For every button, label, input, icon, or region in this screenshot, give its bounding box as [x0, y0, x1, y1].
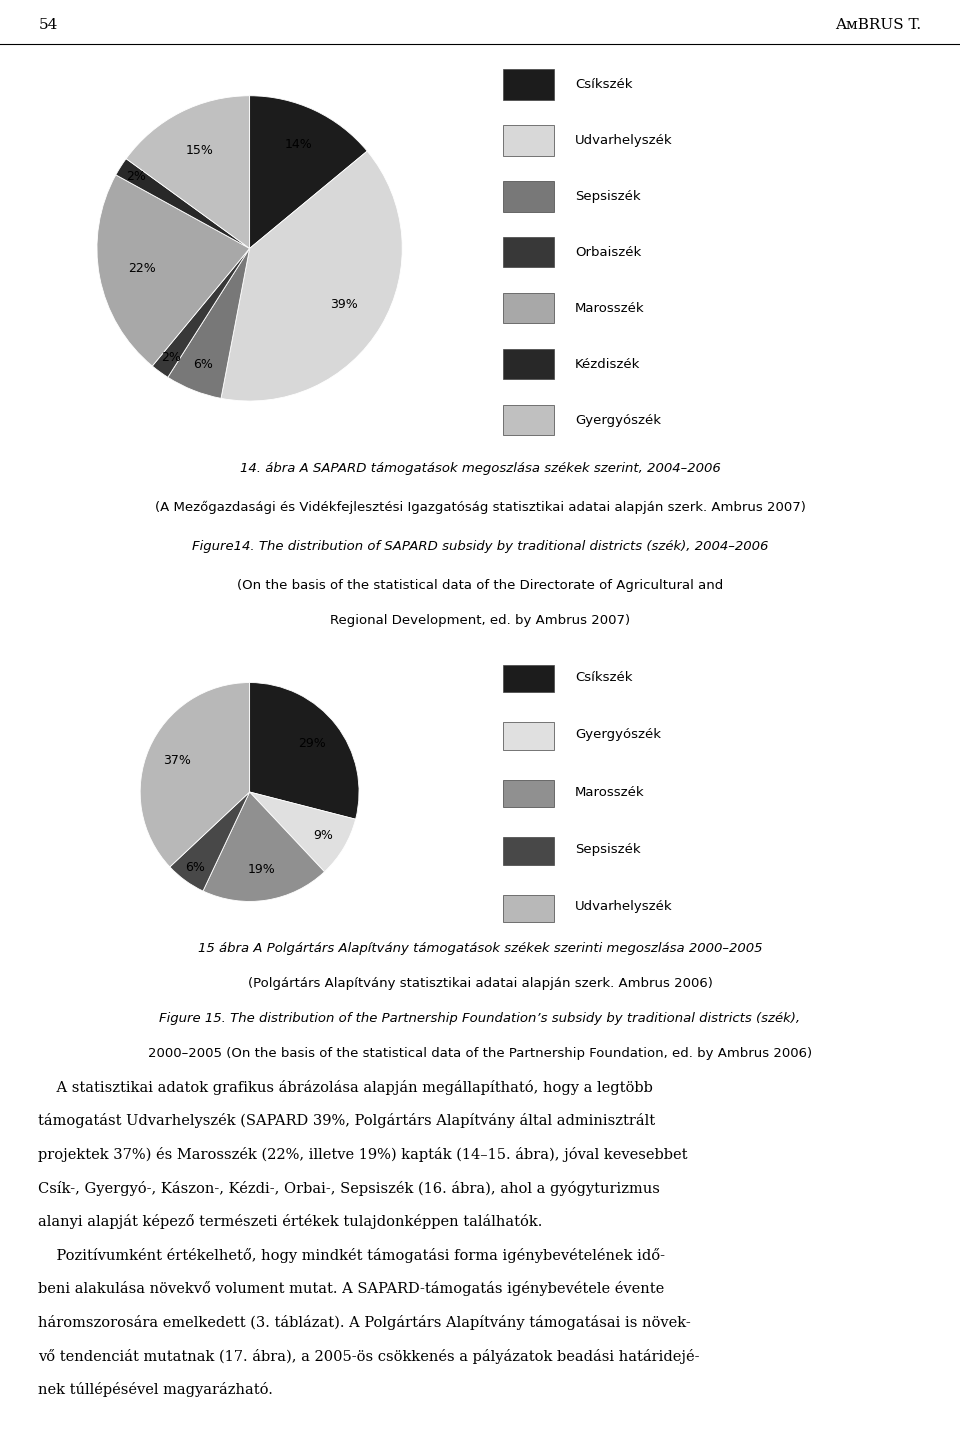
Text: Kézdiszék: Kézdiszék	[575, 357, 640, 370]
Text: 14. ábra A SAPARD támogatások megoszlása székek szerint, 2004–2006: 14. ábra A SAPARD támogatások megoszlása…	[240, 462, 720, 475]
FancyBboxPatch shape	[503, 125, 554, 156]
Text: Orbaiszék: Orbaiszék	[575, 246, 641, 259]
Text: Pozitívumként értékelhető, hogy mindkét támogatási forma igénybevételének idő-: Pozitívumként értékelhető, hogy mindkét …	[38, 1248, 665, 1263]
Text: Csíkszék: Csíkszék	[575, 78, 633, 91]
Text: Marosszék: Marosszék	[575, 302, 645, 315]
Text: A statisztikai adatok grafikus ábrázolása alapján megállapítható, hogy a legtöbb: A statisztikai adatok grafikus ábrázolás…	[38, 1080, 653, 1094]
FancyBboxPatch shape	[503, 837, 554, 864]
Wedge shape	[221, 151, 402, 400]
Text: beni alakulása növekvő volument mutat. A SAPARD-támogatás igénybevétele évente: beni alakulása növekvő volument mutat. A…	[38, 1282, 664, 1296]
Wedge shape	[170, 792, 250, 891]
Text: projektek 37%) és Marosszék (22%, illetve 19%) kapták (14–15. ábra), jóval keves: projektek 37%) és Marosszék (22%, illetv…	[38, 1148, 688, 1162]
Text: (A Mezőgazdasági és Vidékfejlesztési Igazgatóság statisztikai adatai alapján sze: (A Mezőgazdasági és Vidékfejlesztési Iga…	[155, 501, 805, 514]
FancyBboxPatch shape	[503, 292, 554, 324]
Text: vő tendenciát mutatnak (17. ábra), a 2005-ös csökkenés a pályázatok beadási hatá: vő tendenciát mutatnak (17. ábra), a 200…	[38, 1349, 700, 1364]
Text: 9%: 9%	[313, 829, 333, 842]
Text: Figure14. The distribution of SAPARD subsidy by traditional districts (szék), 20: Figure14. The distribution of SAPARD sub…	[192, 540, 768, 553]
Text: 2%: 2%	[127, 170, 146, 183]
Wedge shape	[116, 158, 250, 248]
Wedge shape	[203, 792, 324, 901]
FancyBboxPatch shape	[503, 181, 554, 212]
Text: 29%: 29%	[298, 737, 325, 750]
Text: (On the basis of the statistical data of the Directorate of Agricultural and: (On the basis of the statistical data of…	[237, 579, 723, 592]
Wedge shape	[153, 248, 250, 377]
Wedge shape	[97, 174, 250, 366]
Text: Gyergyószék: Gyergyószék	[575, 413, 661, 426]
Text: Marosszék: Marosszék	[575, 785, 645, 799]
Wedge shape	[250, 792, 355, 871]
Text: Sepsiszék: Sepsiszék	[575, 842, 641, 855]
Text: 6%: 6%	[194, 359, 213, 372]
Text: (Polgártárs Alapítvány statisztikai adatai alapján szerk. Ambrus 2006): (Polgártárs Alapítvány statisztikai adat…	[248, 978, 712, 991]
Text: támogatást Udvarhelyszék (SAPARD 39%, Polgártárs Alapítvány által adminisztrált: támogatást Udvarhelyszék (SAPARD 39%, Po…	[38, 1113, 656, 1129]
FancyBboxPatch shape	[503, 69, 554, 99]
FancyBboxPatch shape	[503, 779, 554, 806]
Text: 54: 54	[38, 19, 58, 32]
Text: 15%: 15%	[186, 144, 214, 157]
Text: 22%: 22%	[128, 262, 156, 275]
Text: Csík-, Gyergyó-, Kászon-, Kézdi-, Orbai-, Sepsiszék (16. ábra), ahol a gyógyturi: Csík-, Gyergyó-, Kászon-, Kézdi-, Orbai-…	[38, 1181, 660, 1195]
Wedge shape	[250, 96, 368, 248]
FancyBboxPatch shape	[503, 723, 554, 750]
Text: AᴍBRUS T.: AᴍBRUS T.	[835, 19, 922, 32]
Text: 39%: 39%	[330, 298, 358, 311]
FancyBboxPatch shape	[503, 405, 554, 435]
Text: 2000–2005 (On the basis of the statistical data of the Partnership Foundation, e: 2000–2005 (On the basis of the statistic…	[148, 1047, 812, 1060]
Text: Gyergyószék: Gyergyószék	[575, 729, 661, 742]
FancyBboxPatch shape	[503, 894, 554, 922]
Text: 14%: 14%	[284, 138, 312, 151]
Text: Udvarhelyszék: Udvarhelyszék	[575, 900, 673, 913]
Text: alanyi alapját képező természeti értékek tulajdonképpen találhatók.: alanyi alapját képező természeti értékek…	[38, 1214, 542, 1230]
Text: 15 ábra A Polgártárs Alapítvány támogatások székek szerinti megoszlása 2000–2005: 15 ábra A Polgártárs Alapítvány támogatá…	[198, 943, 762, 956]
Text: nek túllépésével magyarázható.: nek túllépésével magyarázható.	[38, 1382, 274, 1397]
Text: 37%: 37%	[163, 755, 191, 768]
Text: Regional Development, ed. by Ambrus 2007): Regional Development, ed. by Ambrus 2007…	[330, 613, 630, 626]
FancyBboxPatch shape	[503, 665, 554, 693]
Text: háromszorosára emelkedett (3. táblázat). A Polgártárs Alapítvány támogatásai is : háromszorosára emelkedett (3. táblázat).…	[38, 1315, 691, 1331]
Text: Csíkszék: Csíkszék	[575, 671, 633, 684]
Wedge shape	[140, 683, 250, 867]
Text: 2%: 2%	[160, 350, 180, 363]
Text: 6%: 6%	[185, 861, 204, 874]
Text: Figure 15. The distribution of the Partnership Foundation’s subsidy by tradition: Figure 15. The distribution of the Partn…	[159, 1012, 801, 1025]
Text: Sepsiszék: Sepsiszék	[575, 190, 641, 203]
Wedge shape	[168, 248, 250, 399]
FancyBboxPatch shape	[503, 238, 554, 268]
FancyBboxPatch shape	[503, 348, 554, 379]
Text: 19%: 19%	[248, 864, 276, 877]
Text: Udvarhelyszék: Udvarhelyszék	[575, 134, 673, 147]
Wedge shape	[250, 683, 359, 819]
Wedge shape	[126, 96, 250, 248]
